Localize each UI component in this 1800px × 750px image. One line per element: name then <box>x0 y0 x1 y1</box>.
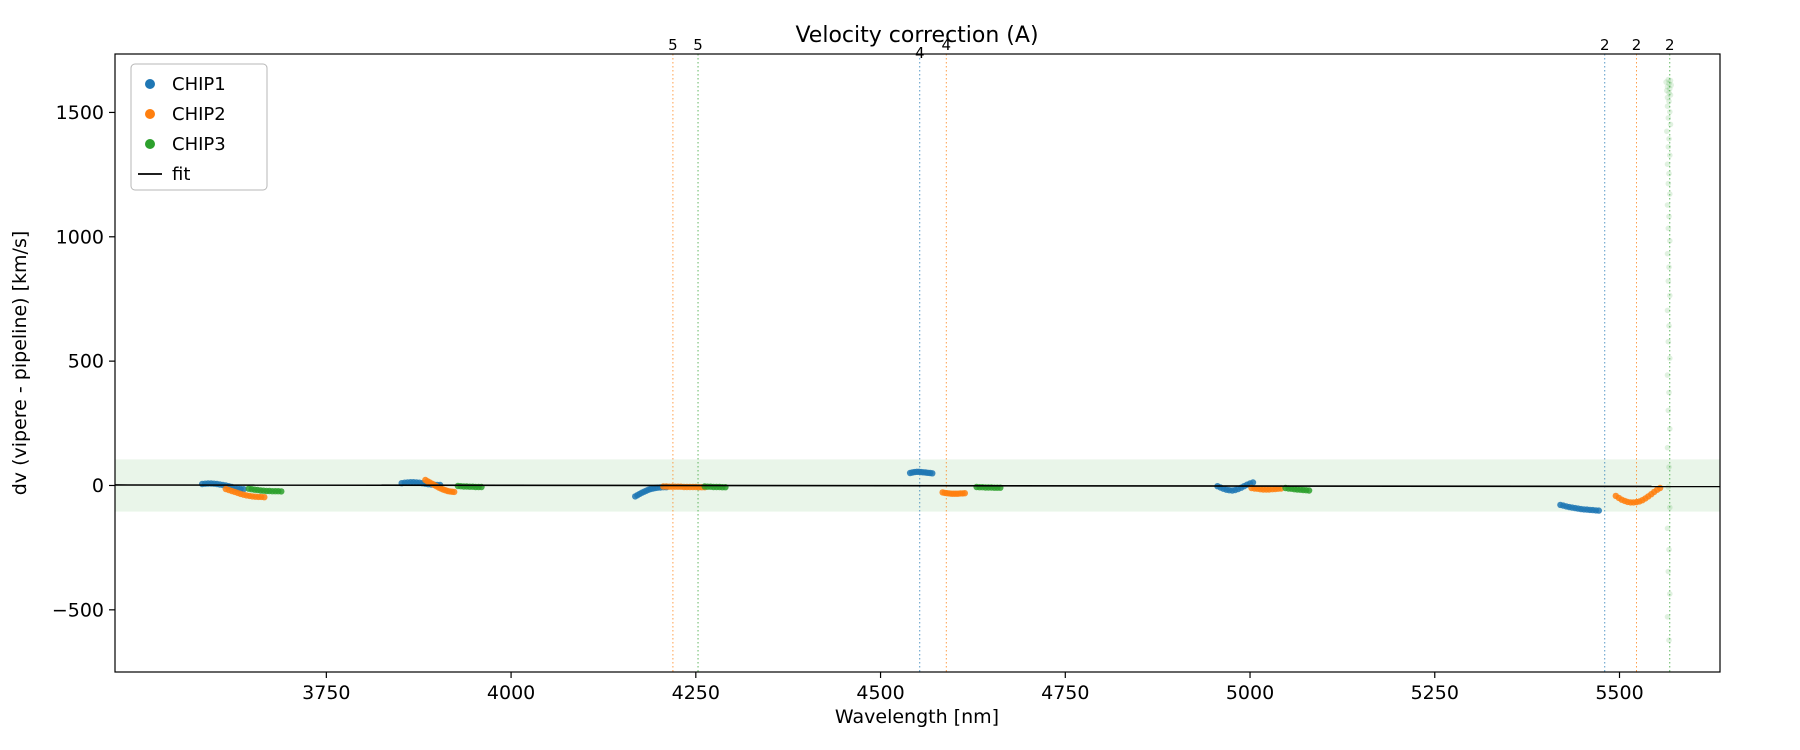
legend-label: CHIP1 <box>172 74 226 95</box>
chart-title: Velocity correction (A) <box>795 23 1038 48</box>
data-point <box>1666 213 1672 220</box>
data-point <box>929 470 936 477</box>
data-point <box>1664 614 1671 620</box>
x-tick-label: 5250 <box>1411 682 1459 704</box>
y-tick-label: 0 <box>92 475 104 497</box>
data-point <box>1665 76 1672 83</box>
y-axis-label: dv (vipere - pipeline) [km/s] <box>9 231 31 496</box>
data-point <box>1664 444 1671 451</box>
data-point <box>1664 87 1670 94</box>
data-point <box>1664 307 1671 314</box>
vline-count-label: 5 <box>693 36 703 54</box>
data-point <box>1665 278 1672 284</box>
vline-count-label: 2 <box>1632 36 1642 54</box>
data-point <box>1595 507 1603 514</box>
data-point <box>1667 85 1673 92</box>
data-point <box>1666 90 1672 96</box>
data-point <box>1305 487 1313 494</box>
data-point <box>1666 389 1672 396</box>
data-point <box>1666 464 1672 470</box>
legend-label: CHIP2 <box>172 104 226 125</box>
legend-marker-CHIP1 <box>145 79 155 89</box>
data-point <box>451 488 458 496</box>
legend-marker-CHIP3 <box>145 139 155 149</box>
x-tick-label: 4250 <box>672 682 720 704</box>
data-point <box>1667 426 1673 432</box>
data-point <box>1666 546 1672 553</box>
data-point <box>1665 568 1672 575</box>
data-point <box>1663 79 1669 85</box>
data-point <box>1665 144 1672 150</box>
x-axis-label: Wavelength [nm] <box>835 706 999 728</box>
data-point <box>1666 323 1672 329</box>
data-point <box>1666 637 1672 643</box>
data-point <box>1666 98 1672 105</box>
legend-label: CHIP3 <box>172 134 226 155</box>
series-CHIP3 <box>245 482 1313 495</box>
data-point <box>1664 84 1671 90</box>
data-point <box>1665 115 1672 121</box>
data-point <box>1665 338 1672 345</box>
x-tick-label: 3750 <box>302 682 350 704</box>
data-point <box>1666 136 1672 142</box>
data-point <box>1667 591 1673 597</box>
data-point <box>1664 250 1671 257</box>
legend-marker-CHIP2 <box>145 109 155 119</box>
vline-count-label: 4 <box>942 36 952 54</box>
data-point <box>278 488 285 495</box>
vline-count-label: 2 <box>1600 36 1610 54</box>
x-tick-label: 4750 <box>1041 682 1089 704</box>
data-point <box>1667 121 1674 128</box>
data-point <box>1667 191 1673 197</box>
legend-label: fit <box>172 164 190 185</box>
data-point <box>1667 77 1674 84</box>
data-point <box>1667 152 1673 158</box>
x-tick-label: 5000 <box>1226 682 1274 704</box>
x-tick-label: 5500 <box>1595 682 1643 704</box>
legend-box <box>130 63 268 191</box>
data-point <box>1668 82 1674 88</box>
data-point <box>261 494 268 501</box>
data-point <box>1665 225 1672 232</box>
data-point <box>961 490 968 497</box>
vline-count-label: 5 <box>668 36 678 54</box>
plot-spines <box>114 53 1721 673</box>
data-point <box>1666 80 1672 87</box>
fit-line <box>114 484 1721 488</box>
data-point <box>1664 161 1671 167</box>
data-point <box>1664 202 1671 208</box>
data-point <box>1664 525 1671 532</box>
data-point <box>240 486 247 493</box>
y-tick-label: −500 <box>52 599 104 621</box>
data-point <box>1666 264 1672 270</box>
series-CHIP2 <box>222 476 1664 506</box>
data-point <box>1667 109 1673 115</box>
y-tick-label: 500 <box>68 351 104 373</box>
data-point <box>1664 372 1671 378</box>
data-point <box>1664 103 1671 109</box>
x-tick-label: 4000 <box>487 682 535 704</box>
data-point <box>1667 355 1673 362</box>
data-point <box>1664 94 1671 101</box>
data-point <box>1666 170 1672 177</box>
data-point <box>1667 92 1674 98</box>
data-point <box>1665 407 1672 414</box>
data-point <box>1249 479 1257 486</box>
y-tick-label: 1000 <box>56 226 104 248</box>
series-CHIP3-outlier-column <box>1663 76 1674 643</box>
data-point <box>1665 180 1672 187</box>
y-tick-label: 1500 <box>56 102 104 124</box>
vline-count-label: 4 <box>915 44 925 62</box>
data-point <box>1667 504 1673 511</box>
x-tick-label: 4500 <box>856 682 904 704</box>
vline-count-label: 2 <box>1665 36 1675 54</box>
data-point <box>1667 292 1673 299</box>
data-point <box>1664 128 1670 135</box>
data-point <box>1667 238 1673 244</box>
